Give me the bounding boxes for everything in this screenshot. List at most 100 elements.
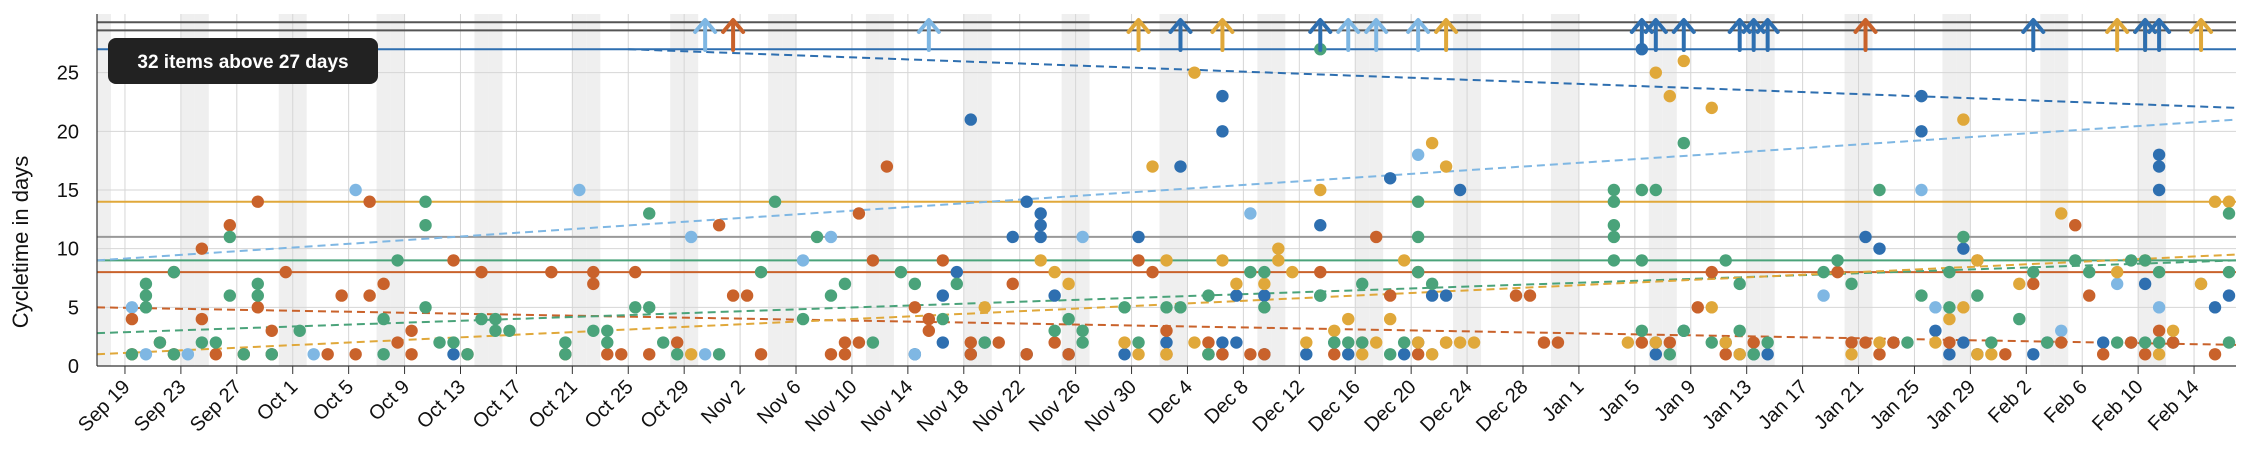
- data-point[interactable]: [1146, 265, 1159, 279]
- data-point[interactable]: [1328, 324, 1341, 337]
- data-point[interactable]: [1230, 289, 1243, 302]
- data-point[interactable]: [1859, 230, 1872, 244]
- data-point[interactable]: [139, 348, 153, 361]
- data-point[interactable]: [1272, 254, 1285, 267]
- data-point[interactable]: [1370, 230, 1383, 244]
- data-point[interactable]: [363, 195, 376, 208]
- data-point[interactable]: [1034, 207, 1047, 220]
- data-point[interactable]: [2208, 195, 2222, 208]
- data-point[interactable]: [1202, 336, 1215, 349]
- data-point[interactable]: [1006, 277, 1019, 291]
- data-point[interactable]: [377, 312, 390, 326]
- data-point[interactable]: [1957, 301, 1970, 314]
- data-point[interactable]: [391, 254, 404, 267]
- data-point[interactable]: [866, 336, 880, 349]
- data-point[interactable]: [1048, 265, 1061, 279]
- data-point[interactable]: [475, 265, 488, 279]
- data-point[interactable]: [852, 336, 866, 349]
- data-point[interactable]: [1216, 89, 1229, 103]
- data-point[interactable]: [223, 289, 237, 302]
- data-point[interactable]: [1649, 348, 1663, 361]
- data-point[interactable]: [1635, 254, 1649, 267]
- data-point[interactable]: [1397, 254, 1411, 267]
- data-point[interactable]: [950, 277, 963, 291]
- data-point[interactable]: [1859, 336, 1872, 349]
- data-point[interactable]: [2138, 277, 2152, 291]
- data-point[interactable]: [405, 348, 418, 361]
- data-point[interactable]: [964, 336, 977, 349]
- data-point[interactable]: [2110, 336, 2124, 349]
- data-point[interactable]: [908, 277, 922, 291]
- data-point[interactable]: [684, 230, 698, 244]
- data-point[interactable]: [1244, 348, 1257, 361]
- data-point[interactable]: [1509, 289, 1523, 302]
- data-point[interactable]: [1957, 230, 1970, 244]
- data-point[interactable]: [1356, 277, 1369, 291]
- data-point[interactable]: [1258, 301, 1271, 314]
- data-point[interactable]: [475, 312, 488, 326]
- data-point[interactable]: [1356, 348, 1369, 361]
- data-point[interactable]: [2208, 348, 2222, 361]
- data-point[interactable]: [447, 348, 460, 361]
- data-point[interactable]: [2027, 277, 2040, 291]
- data-point[interactable]: [1943, 301, 1956, 314]
- data-point[interactable]: [978, 336, 991, 349]
- data-point[interactable]: [838, 277, 852, 291]
- data-point[interactable]: [489, 324, 502, 337]
- data-point[interactable]: [1873, 336, 1886, 349]
- data-point[interactable]: [2222, 265, 2236, 279]
- data-point[interactable]: [1286, 265, 1299, 279]
- data-point[interactable]: [1887, 336, 1900, 349]
- data-point[interactable]: [1160, 254, 1173, 267]
- data-point[interactable]: [824, 289, 838, 302]
- data-point[interactable]: [1607, 183, 1621, 197]
- data-point[interactable]: [1062, 277, 1075, 291]
- data-point[interactable]: [852, 207, 866, 220]
- data-point[interactable]: [1342, 312, 1355, 326]
- data-point[interactable]: [629, 301, 642, 314]
- data-point[interactable]: [2152, 336, 2166, 349]
- data-point[interactable]: [1607, 230, 1621, 244]
- data-point[interactable]: [153, 336, 167, 349]
- data-point[interactable]: [1202, 348, 1215, 361]
- data-point[interactable]: [321, 348, 334, 361]
- data-point[interactable]: [1118, 301, 1131, 314]
- data-point[interactable]: [1118, 348, 1131, 361]
- data-point[interactable]: [1411, 265, 1425, 279]
- data-point[interactable]: [545, 265, 558, 279]
- data-point[interactable]: [754, 265, 768, 279]
- data-point[interactable]: [810, 230, 824, 244]
- above-threshold-arrow[interactable]: [1853, 18, 1878, 52]
- data-point[interactable]: [1873, 183, 1886, 197]
- data-point[interactable]: [1160, 301, 1173, 314]
- data-point[interactable]: [1607, 219, 1621, 232]
- above-threshold-arrow[interactable]: [721, 18, 746, 52]
- data-point[interactable]: [1300, 348, 1313, 361]
- data-point[interactable]: [1034, 219, 1047, 232]
- data-point[interactable]: [1915, 183, 1928, 197]
- data-point[interactable]: [125, 301, 139, 314]
- data-point[interactable]: [2096, 348, 2110, 361]
- data-point[interactable]: [670, 336, 684, 349]
- data-point[interactable]: [936, 289, 950, 302]
- above-threshold-arrow[interactable]: [2147, 18, 2172, 52]
- data-point[interactable]: [1230, 277, 1243, 291]
- data-point[interactable]: [1733, 277, 1746, 291]
- data-point[interactable]: [2069, 219, 2082, 232]
- data-point[interactable]: [643, 301, 656, 314]
- data-point[interactable]: [866, 254, 880, 267]
- data-point[interactable]: [1048, 324, 1061, 337]
- data-point[interactable]: [1425, 348, 1439, 361]
- data-point[interactable]: [1761, 348, 1774, 361]
- data-point[interactable]: [265, 324, 278, 337]
- data-point[interactable]: [1705, 265, 1718, 279]
- data-point[interactable]: [2138, 336, 2152, 349]
- data-point[interactable]: [2152, 324, 2166, 337]
- data-point[interactable]: [2110, 265, 2124, 279]
- data-point[interactable]: [2166, 336, 2180, 349]
- data-point[interactable]: [754, 348, 768, 361]
- data-point[interactable]: [1425, 289, 1439, 302]
- data-point[interactable]: [2027, 265, 2040, 279]
- data-point[interactable]: [1006, 230, 1019, 244]
- data-point[interactable]: [1132, 348, 1145, 361]
